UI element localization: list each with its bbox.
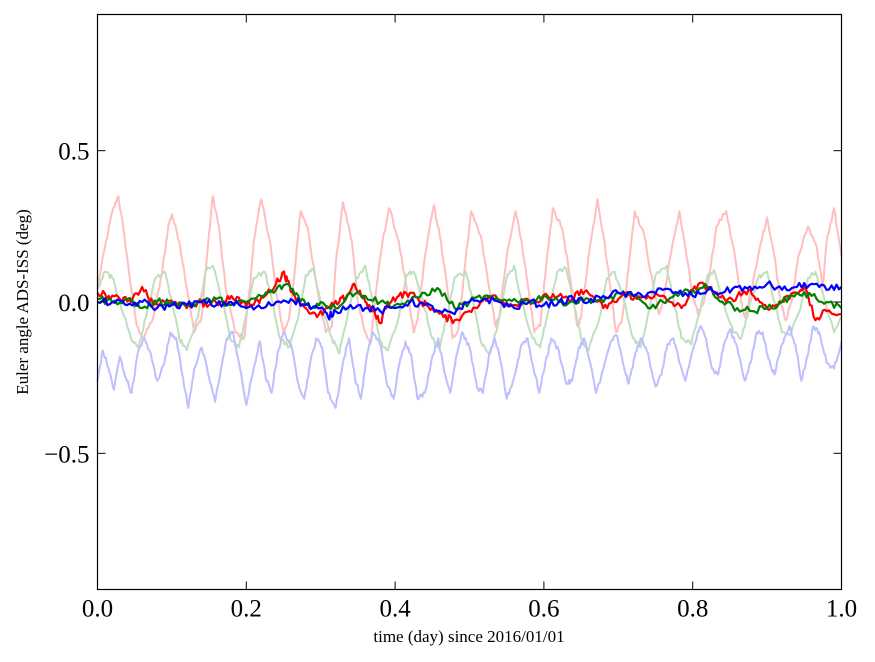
series-line-5 (97, 282, 843, 315)
x-tick-label: 0.0 (82, 596, 113, 623)
y-tick-label: 0.0 (58, 290, 89, 317)
ticks-layer: 0.0 0.2 0.4 0.6 0.8 1.0 −0.5 0.0 0.5 (44, 14, 857, 623)
y-tick-label: 0.5 (58, 139, 89, 166)
x-tick-label: 0.2 (231, 596, 262, 623)
x-tick-label: 0.8 (677, 596, 708, 623)
series-line-4 (96, 270, 842, 325)
x-tick-label: 0.6 (528, 596, 559, 623)
x-tick-label: 0.4 (379, 596, 411, 623)
x-tick-label: 1.0 (826, 596, 857, 623)
series-line-1 (96, 195, 843, 346)
y-tick-label: −0.5 (44, 441, 89, 468)
x-axis-label: time (day) since 2016/01/01 (373, 627, 564, 646)
series-line-2 (96, 264, 843, 355)
y-axis-label: Euler angle ADS-ISS (deg) (13, 209, 32, 395)
series-line-3 (96, 325, 843, 409)
series-layer (96, 195, 843, 409)
series-line-6 (97, 280, 843, 321)
